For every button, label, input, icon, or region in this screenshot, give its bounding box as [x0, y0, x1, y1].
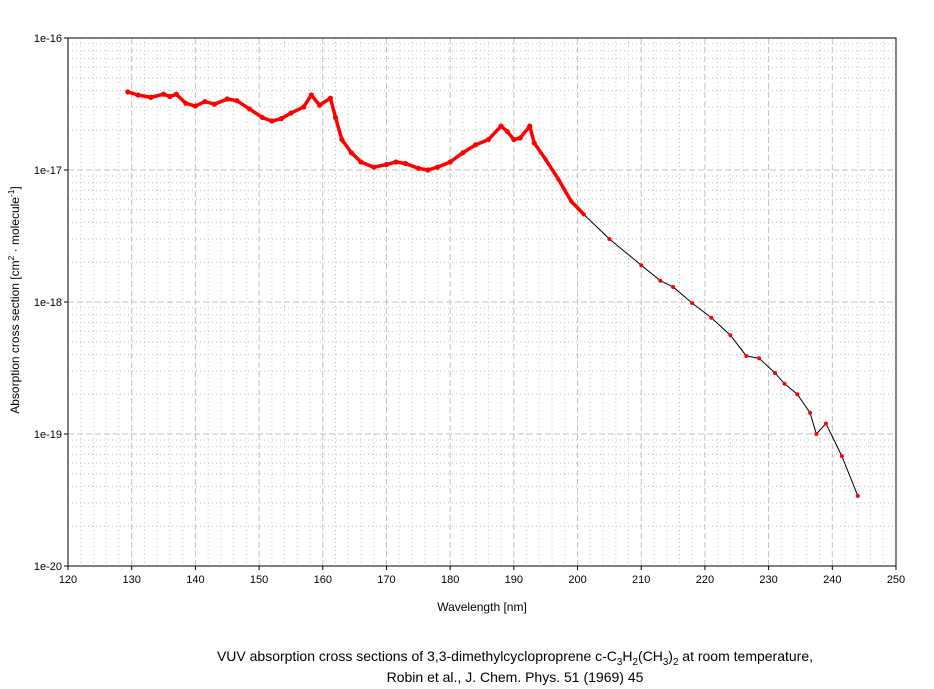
x-tick-label: 140	[186, 574, 204, 586]
data-point	[744, 353, 749, 358]
data-point	[607, 237, 612, 242]
chart-title-line1: VUV absorption cross sections of 3,3-dim…	[216, 648, 814, 668]
data-point	[671, 284, 676, 289]
x-axis-label: Wavelength [nm]	[437, 600, 527, 614]
data-point	[808, 410, 813, 415]
data-point	[690, 301, 695, 306]
x-tick-label: 190	[505, 574, 523, 586]
y-tick-label: 1e-16	[34, 33, 62, 45]
y-tick-label: 1e-18	[34, 297, 62, 309]
data-points	[125, 89, 860, 498]
data-point	[709, 315, 714, 320]
data-point	[658, 278, 663, 283]
x-tick-label: 130	[123, 574, 141, 586]
y-tick-label: 1e-20	[34, 561, 62, 573]
data-point	[855, 493, 860, 498]
dense-data-band	[127, 90, 586, 216]
chart-title-line2: Robin et al., J. Chem. Phys. 51 (1969) 4…	[386, 669, 644, 685]
x-tick-label: 150	[250, 574, 268, 586]
data-point	[795, 392, 800, 397]
data-point	[839, 454, 844, 459]
tick-labels: 120 130 140 150 160 170 180 190 200 210 220 230 240 2…	[34, 33, 905, 586]
x-tick-label: 220	[696, 574, 714, 586]
x-tick-label: 240	[823, 574, 841, 586]
data-point	[782, 381, 787, 386]
data-point	[639, 263, 644, 268]
data-point	[814, 432, 819, 436]
data-point	[823, 421, 828, 426]
grid	[68, 38, 896, 566]
data-point	[772, 370, 777, 375]
series-line	[127, 91, 859, 497]
x-tick-label: 170	[377, 574, 395, 586]
x-tick-label: 180	[441, 574, 459, 586]
x-tick-label: 230	[759, 574, 777, 586]
x-tick-label: 200	[568, 574, 586, 586]
data-point	[757, 356, 762, 361]
x-tick-label: 120	[59, 574, 77, 586]
x-tick-label: 210	[632, 574, 650, 586]
x-tick-label: 250	[887, 574, 905, 586]
y-tick-label: 1e-19	[34, 429, 62, 441]
y-axis-label: Absorption cross section [cm2 · molecule…	[6, 186, 22, 414]
x-tick-label: 160	[314, 574, 332, 586]
data-point	[728, 333, 733, 338]
y-tick-label: 1e-17	[34, 165, 62, 177]
